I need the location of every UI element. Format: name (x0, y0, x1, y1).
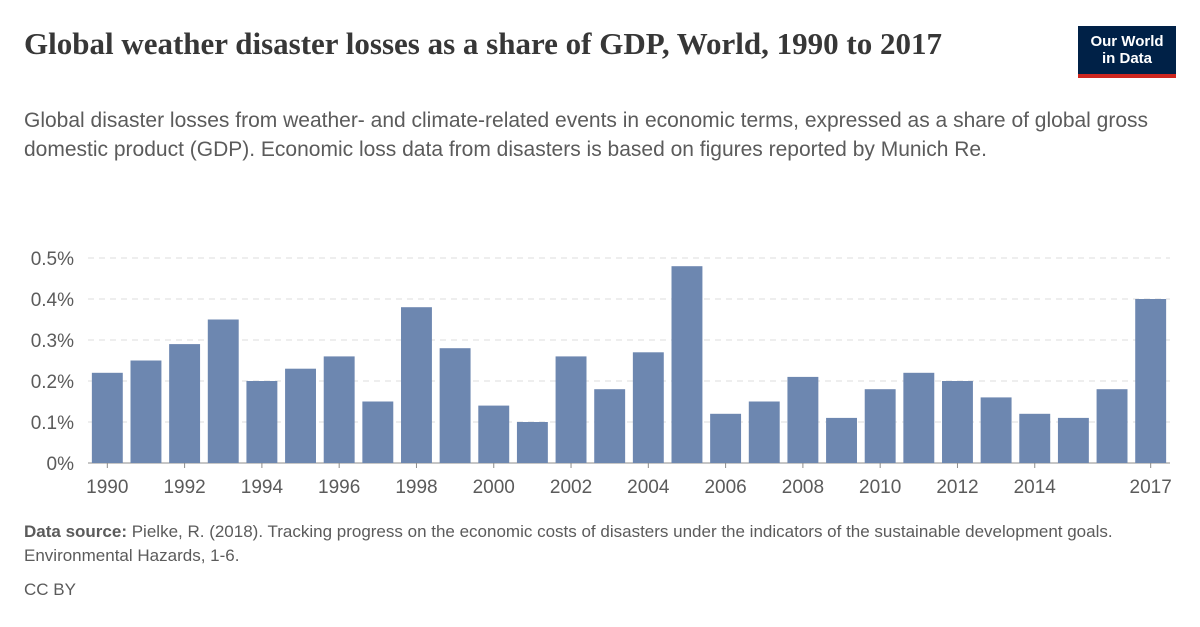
bar-1997[interactable] (362, 401, 394, 464)
bar-1994[interactable] (246, 381, 278, 463)
owid-logo[interactable]: Our World in Data (1078, 26, 1176, 78)
x-tick-label: 2002 (550, 477, 592, 498)
chart-subtitle: Global disaster losses from weather- and… (24, 109, 1149, 161)
license-label: CC BY (24, 580, 76, 599)
x-tick-label: 2014 (1014, 477, 1057, 498)
bar-1993[interactable] (207, 319, 239, 464)
x-tick-label: 1990 (86, 477, 128, 498)
y-tick-label: 0.5% (31, 249, 74, 270)
logo-line-1: Our World (1090, 33, 1164, 50)
y-tick-label: 0.4% (31, 290, 74, 311)
bar-2006[interactable] (710, 413, 742, 463)
x-tick-label: 2008 (782, 477, 824, 498)
x-axis-tick-labels: 1990 1992 1994 1996 1998 2000 2002 2004 2006 2008… (86, 463, 1172, 498)
x-tick-label: 1998 (395, 477, 437, 498)
data-source-text: Pielke, R. (2018). Tracking progress on … (24, 522, 1113, 565)
chart-title: Global weather disaster losses as a shar… (24, 26, 942, 61)
bar-2011[interactable] (903, 372, 935, 463)
bar-2012[interactable] (942, 381, 973, 463)
bar-2005[interactable] (671, 266, 703, 463)
data-source: Data source: Pielke, R. (2018). Tracking… (24, 520, 1174, 568)
data-source-label: Data source: (24, 522, 127, 541)
bar-2014[interactable] (1019, 413, 1051, 463)
bar-2017[interactable] (1135, 299, 1167, 463)
bar-2003[interactable] (594, 389, 626, 463)
bar-2013[interactable] (980, 397, 1012, 463)
bar-2008[interactable] (787, 376, 819, 463)
logo-line-2: in Data (1101, 50, 1152, 67)
x-tick-label: 2000 (473, 477, 515, 498)
bar-2007[interactable] (748, 401, 780, 464)
bar-2010[interactable] (864, 389, 896, 463)
x-tick-label: 1994 (241, 477, 284, 498)
x-tick-label: 1992 (163, 477, 205, 498)
y-tick-label: 0.1% (31, 413, 74, 434)
y-tick-label: 0% (47, 454, 75, 475)
bar-2001[interactable] (516, 422, 548, 463)
bars (91, 266, 1167, 464)
y-axis-tick-labels: 0% 0.1% 0.2% 0.3% 0.4% 0.5% (31, 249, 74, 475)
x-tick-label: 1996 (318, 477, 360, 498)
bar-2004[interactable] (632, 352, 664, 463)
x-tick-label: 2010 (859, 477, 901, 498)
bar-1990[interactable] (91, 372, 123, 463)
bar-1992[interactable] (169, 344, 201, 463)
x-tick-label: 2012 (936, 477, 978, 498)
y-tick-label: 0.2% (31, 372, 74, 393)
bar-1999[interactable] (439, 348, 471, 463)
y-tick-label: 0.3% (31, 331, 74, 352)
bar-2002[interactable] (555, 356, 587, 463)
bar-chart: 0%0.1%0.2%0.3%0.4%0.5% 1990 1992 1994 1996 1… (31, 249, 1172, 498)
bar-2000[interactable] (478, 405, 510, 463)
bar-1998[interactable] (401, 307, 432, 463)
bar-2015[interactable] (1057, 417, 1089, 463)
bar-2016[interactable] (1096, 389, 1128, 463)
bar-1995[interactable] (285, 368, 316, 463)
x-tick-label: 2006 (704, 477, 746, 498)
bar-1991[interactable] (130, 360, 162, 464)
x-tick-label: 2004 (627, 477, 670, 498)
x-tick-label: 2017 (1130, 477, 1172, 498)
bar-2009[interactable] (826, 417, 857, 463)
bar-1996[interactable] (323, 356, 355, 463)
